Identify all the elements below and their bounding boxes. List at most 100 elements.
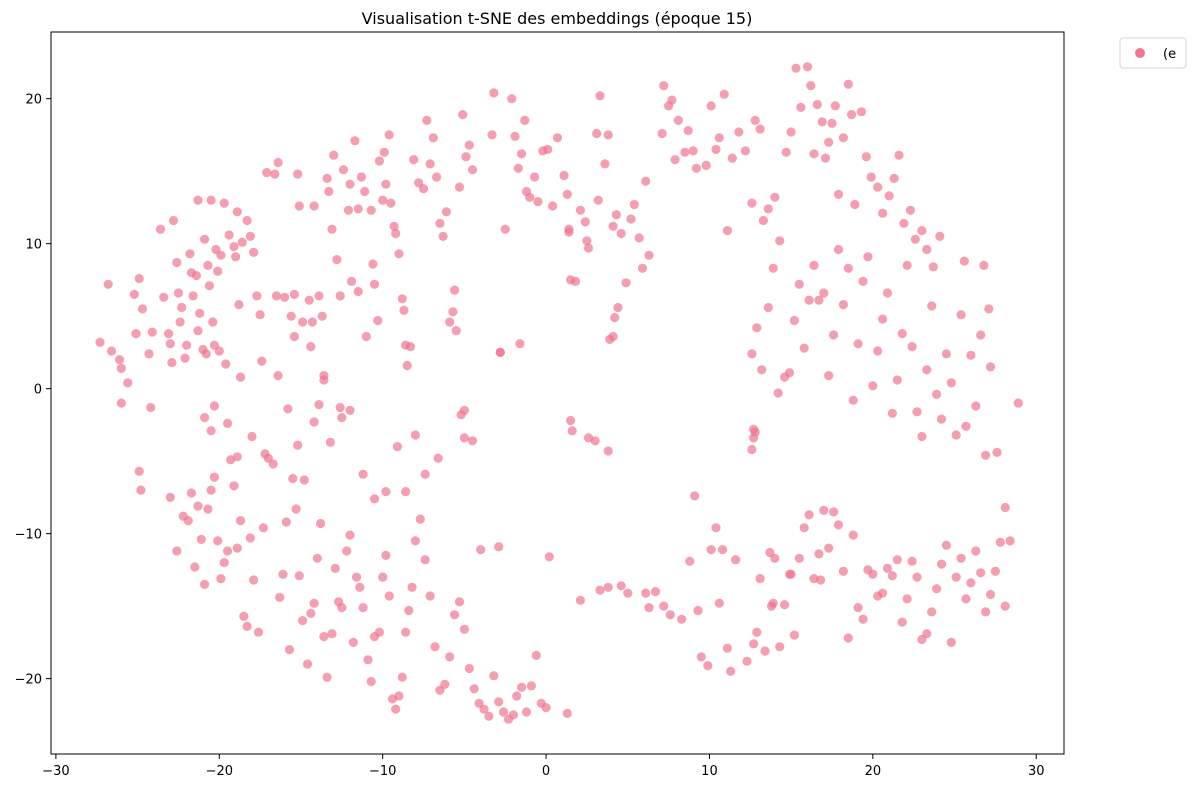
data-point	[366, 676, 376, 687]
data-point	[928, 262, 938, 272]
data-point	[229, 242, 239, 252]
data-point	[144, 349, 154, 359]
data-point	[583, 243, 594, 253]
data-point	[316, 518, 326, 529]
data-point	[773, 388, 783, 398]
data-point	[685, 556, 695, 566]
y-tick-label: 0	[34, 383, 42, 398]
data-point	[306, 608, 316, 619]
data-point	[711, 523, 721, 533]
data-point	[747, 444, 757, 455]
data-point	[200, 579, 210, 590]
data-point	[796, 102, 806, 112]
data-point	[280, 292, 290, 302]
data-point	[734, 127, 744, 137]
data-point	[850, 199, 860, 210]
data-point	[188, 291, 198, 301]
data-point	[257, 356, 267, 366]
data-point	[946, 637, 956, 648]
data-point	[190, 562, 200, 572]
legend: (e	[1119, 37, 1187, 69]
data-point	[165, 339, 175, 349]
data-point	[824, 543, 834, 553]
data-point	[351, 572, 362, 582]
data-point	[616, 228, 626, 239]
data-point	[641, 176, 651, 186]
data-point	[489, 88, 499, 98]
data-point	[520, 115, 530, 125]
data-point	[750, 115, 760, 125]
data-point	[608, 331, 618, 342]
data-point	[445, 652, 455, 662]
data-point	[355, 582, 365, 592]
data-point	[500, 224, 510, 234]
plot-area-frame	[50, 31, 1065, 755]
data-point	[103, 279, 113, 289]
data-point	[418, 184, 429, 194]
data-point	[941, 349, 952, 359]
data-point	[294, 571, 304, 581]
data-point	[603, 582, 613, 592]
data-point	[613, 302, 623, 313]
data-point	[397, 672, 407, 682]
data-point	[848, 395, 858, 405]
data-point	[817, 117, 827, 127]
data-point	[450, 610, 460, 620]
data-point	[819, 505, 829, 515]
data-point	[530, 172, 540, 182]
data-point	[984, 304, 994, 314]
data-point	[804, 510, 814, 520]
data-point	[182, 340, 192, 350]
data-point	[314, 400, 324, 410]
data-point	[159, 292, 169, 302]
data-point	[203, 260, 213, 270]
data-point	[564, 224, 574, 234]
data-point	[941, 540, 952, 550]
data-point	[878, 208, 888, 218]
data-point	[1005, 536, 1015, 546]
data-point	[289, 289, 299, 299]
data-point	[667, 95, 677, 105]
data-point	[683, 126, 693, 136]
data-point	[770, 553, 780, 563]
data-point	[727, 153, 737, 163]
data-point	[399, 305, 409, 315]
data-point	[432, 172, 442, 182]
data-point	[882, 563, 893, 574]
data-point	[319, 632, 329, 642]
data-point	[464, 140, 474, 150]
data-point	[327, 629, 337, 639]
data-point	[397, 294, 407, 304]
data-point	[719, 89, 729, 99]
data-point	[626, 214, 636, 224]
data-point	[206, 426, 216, 436]
data-point	[363, 655, 373, 665]
x-tick-label: 10	[701, 764, 718, 779]
data-point	[201, 349, 211, 359]
data-point	[690, 491, 700, 501]
data-point	[603, 130, 613, 140]
data-point	[255, 310, 265, 320]
data-point	[775, 236, 785, 246]
data-point	[525, 192, 535, 202]
data-point	[847, 110, 857, 120]
data-point	[575, 595, 586, 605]
data-point	[894, 150, 904, 160]
data-point	[750, 427, 760, 437]
data-point	[819, 288, 829, 298]
data-point	[814, 295, 824, 305]
data-point	[659, 601, 669, 611]
data-point	[789, 630, 800, 640]
data-point	[314, 291, 324, 301]
data-point	[476, 545, 486, 555]
data-point	[374, 627, 384, 637]
data-point	[273, 157, 283, 168]
data-point	[717, 545, 728, 555]
data-point	[990, 566, 1001, 576]
data-point	[592, 128, 602, 139]
data-point	[932, 584, 942, 594]
data-point	[309, 201, 319, 211]
data-point	[378, 572, 388, 582]
data-point	[812, 99, 822, 110]
data-point	[922, 629, 932, 639]
